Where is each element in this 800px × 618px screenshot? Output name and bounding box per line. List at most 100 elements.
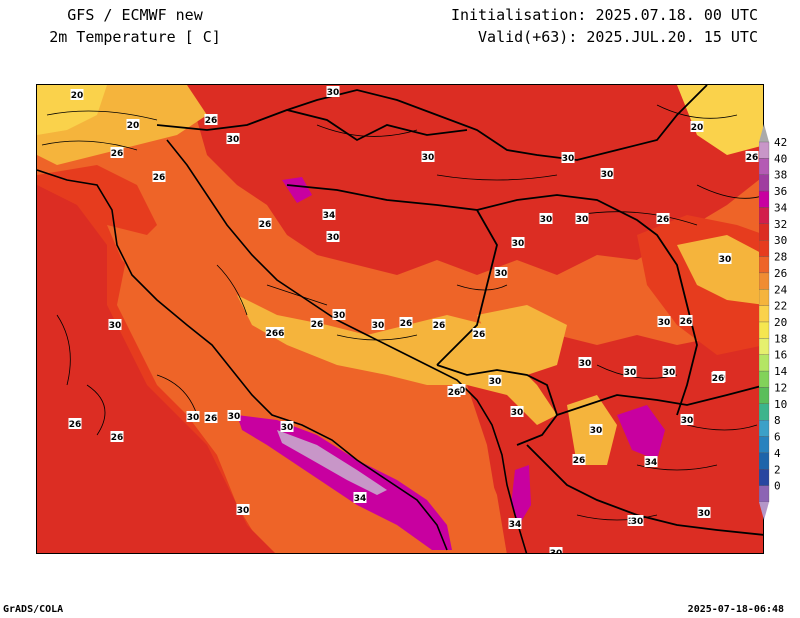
contour-label-text: 30 xyxy=(631,517,644,527)
contour-label-text: 30 xyxy=(624,368,637,378)
contour-label: 30 xyxy=(186,411,200,423)
contour-label: 30 xyxy=(600,168,614,180)
temp-field-north-macedonia xyxy=(617,405,665,460)
colorbar-label: 12 xyxy=(774,381,787,394)
colorbar-label: 0 xyxy=(774,480,781,493)
contour-label: 30 xyxy=(578,357,592,369)
colorbar-swatch xyxy=(759,436,770,454)
contour-label: 26 xyxy=(204,114,218,126)
contour-label: 30 xyxy=(657,316,671,328)
temp-field-east-hills xyxy=(677,235,763,305)
country-border-serbia-romania xyxy=(476,194,698,416)
colorbar-label: 42 xyxy=(774,136,787,149)
contour-label: 30 xyxy=(332,309,346,321)
colorbar-label: 24 xyxy=(774,283,788,296)
temp-field-pannonia xyxy=(282,177,312,203)
contour-label: 30 xyxy=(680,414,694,426)
colorbar-label: 2 xyxy=(774,463,781,476)
contour-label-text: 30 xyxy=(511,408,524,418)
contour-label-text: 26 xyxy=(69,420,82,430)
colorbar-label: 16 xyxy=(774,349,787,362)
colorbar-label: 6 xyxy=(774,431,781,444)
contour-label: 30 xyxy=(718,253,732,265)
contour-label: 26 xyxy=(152,171,166,183)
colorbar-swatch xyxy=(759,387,770,404)
contour-label-text: 30 xyxy=(333,311,346,321)
colorbar-swatch xyxy=(759,174,770,192)
colorbar-label: 36 xyxy=(774,185,787,198)
contour-label: 26 xyxy=(472,328,486,340)
contour-label-text: 34 xyxy=(323,211,336,221)
contour-label: 30 xyxy=(539,213,553,225)
contour-label: 26 xyxy=(572,454,586,466)
contour-label-text: 26 xyxy=(400,319,413,329)
contour-label: 30 xyxy=(108,319,122,331)
country-border-slovenia-croatia xyxy=(156,109,468,142)
contour-label-text: 26 xyxy=(111,149,124,159)
contour-label: 30 xyxy=(561,152,575,164)
contour-label: 30 xyxy=(326,86,340,98)
contour-label-text: 26 xyxy=(259,220,272,230)
colorbar-swatch xyxy=(759,452,770,470)
temp-field-northeast xyxy=(677,85,763,155)
colorbar-label: 28 xyxy=(774,251,787,264)
contour-label-text: 26 xyxy=(680,317,693,327)
initialisation-time: Initialisation: 2025.07.18. 00 UTC xyxy=(450,6,758,24)
colorbar-top-arrow xyxy=(759,124,769,142)
contour-label: 26 xyxy=(679,315,693,327)
render-timestamp: 2025-07-18-06:48 xyxy=(687,604,784,615)
contour-label-text: 30 xyxy=(228,412,241,422)
contour-label-text: 30 xyxy=(372,321,385,331)
contour-label-text: 26 xyxy=(205,414,218,424)
contour-label: 30 xyxy=(326,231,340,243)
contour-label-text: 30 xyxy=(422,153,435,163)
colorbar-label: 26 xyxy=(774,267,787,280)
temp-field-albania xyxy=(511,465,531,525)
contour-label: 26 xyxy=(310,318,324,330)
colorbar-label: 40 xyxy=(774,152,787,165)
country-border-greece xyxy=(526,444,763,536)
colorbar-swatch xyxy=(759,354,770,372)
contour-label-text: 30 xyxy=(590,426,603,436)
colorbar-label: 30 xyxy=(774,234,787,247)
colorbar-swatch xyxy=(759,305,770,323)
contour-label-text: 30 xyxy=(109,321,122,331)
contour-label-text: 30 xyxy=(489,377,502,387)
contour-label: 26 xyxy=(656,213,670,225)
coastline-italy xyxy=(37,169,448,551)
contour-label: 34 xyxy=(508,518,522,530)
temp-field-apulia xyxy=(237,415,452,550)
contour-label-text: 30 xyxy=(562,154,575,164)
colorbar-swatch xyxy=(759,141,770,159)
model-title: GFS / ECMWF new xyxy=(67,6,203,24)
contour-label-text: 30 xyxy=(579,359,592,369)
colorbar-swatch xyxy=(759,420,770,437)
colorbar-label: 18 xyxy=(774,332,787,345)
temp-field-apulia-peak xyxy=(277,430,387,495)
contour-label: 30 xyxy=(227,410,241,422)
contour-label-text: 26 xyxy=(311,320,324,330)
colorbar-swatch xyxy=(759,256,770,274)
contour-label-text: 26 xyxy=(111,433,124,443)
contour-label-text: 34 xyxy=(645,458,658,468)
contour-label: 30 xyxy=(623,366,637,378)
country-border-albania-macedonia xyxy=(556,384,763,416)
map-canvas: 20 30 20 26 30 26 26 30 30 30 20 26 34 30 30 30 26 26 30 30… xyxy=(37,85,763,553)
contour-label-text: 20 xyxy=(71,91,84,101)
contour-label: 30 xyxy=(371,319,385,331)
contour-label: 34 xyxy=(353,492,367,504)
contour-label: 30 xyxy=(511,237,525,249)
contour-label-text: 30 xyxy=(327,88,340,98)
contour-label-text: 34 xyxy=(509,520,522,530)
colorbar-label: 14 xyxy=(774,365,788,378)
contour-label: 30 xyxy=(226,133,240,145)
contour-label-text: 30 xyxy=(698,509,711,519)
adriatic-sea xyxy=(107,225,507,553)
colorbar-bottom-arrow xyxy=(759,502,769,520)
contour-label-text: 34 xyxy=(354,494,367,504)
contour-label: 26 xyxy=(745,151,759,163)
colorbar-swatch xyxy=(759,240,770,257)
contour-label: 26 xyxy=(711,372,725,384)
temp-field-italy xyxy=(37,185,275,553)
contour-label-text: 20 xyxy=(127,121,140,131)
